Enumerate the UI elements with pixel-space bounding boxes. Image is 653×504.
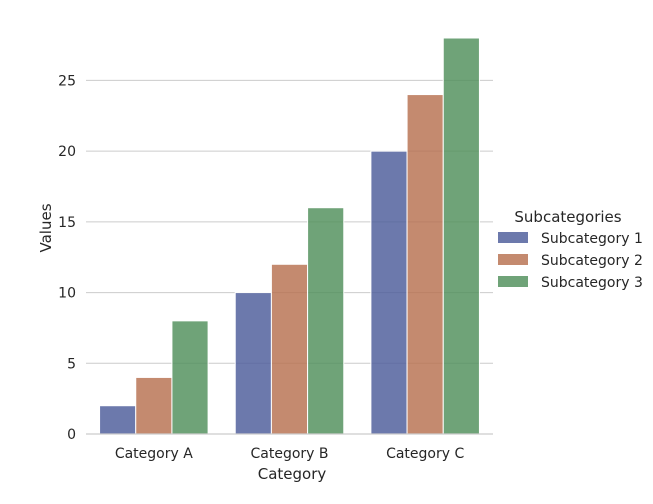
bar <box>442 37 480 435</box>
bar <box>270 263 309 435</box>
bar <box>135 376 173 435</box>
y-tick-label: 10 <box>58 286 76 302</box>
legend-label: Subcategory 2 <box>541 253 643 269</box>
bar <box>307 207 345 435</box>
bar <box>234 292 272 435</box>
legend-swatch <box>498 254 528 265</box>
bar <box>99 405 137 435</box>
y-axis-label: Values <box>37 203 55 252</box>
legend-title: Subcategories <box>514 208 621 226</box>
axes: 0 5 10 15 20 25 Category A Category B Category C <box>58 73 493 462</box>
legend-swatch <box>498 232 528 243</box>
x-tick-label: Category A <box>115 446 193 462</box>
bar <box>370 150 408 435</box>
legend: Subcategories Subcategory 1 Subcategory 2… <box>498 208 643 291</box>
x-axis-label: Category <box>258 465 327 483</box>
x-tick-label: Category B <box>250 446 328 462</box>
legend-items: Subcategory 1 Subcategory 2 Subcategory 3 <box>498 231 643 291</box>
y-tick-label: 20 <box>58 144 76 160</box>
y-tick-label: 5 <box>67 356 76 372</box>
bars <box>99 37 480 435</box>
legend-label: Subcategory 3 <box>541 275 643 291</box>
bar <box>171 320 209 435</box>
y-tick-label: 0 <box>67 427 76 443</box>
y-tick-label: 15 <box>58 215 76 231</box>
bar <box>406 94 444 435</box>
legend-label: Subcategory 1 <box>541 231 643 247</box>
y-tick-label: 25 <box>58 73 76 89</box>
x-tick-label: Category C <box>386 446 464 462</box>
legend-swatch <box>498 276 528 287</box>
